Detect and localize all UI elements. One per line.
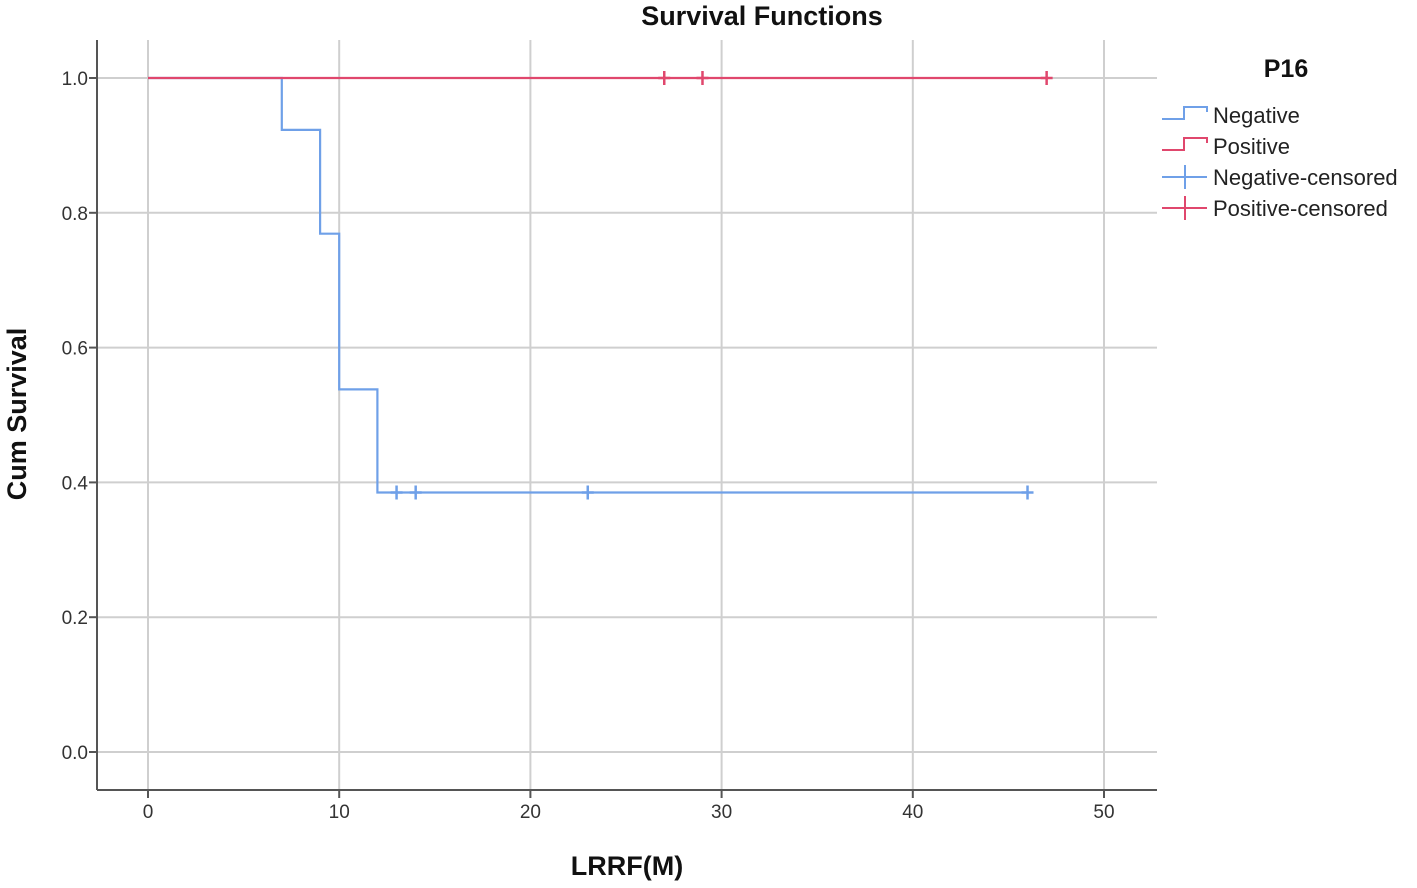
y-tick-labels: 0.0 0.2 0.4 0.6 0.8 1.0 (62, 69, 89, 764)
x-tick-label: 40 (902, 802, 923, 823)
legend-title: P16 (1264, 55, 1308, 83)
censor-marker-negative (581, 485, 594, 500)
grid-lines (97, 40, 1157, 790)
y-axis-title: Cum Survival (2, 328, 32, 501)
legend-item: Negative-censored (1162, 165, 1398, 190)
legend: P16 Negative Positive Negative-censored Pos… (1162, 55, 1398, 221)
censor-marker-negative (409, 485, 422, 500)
legend-item: Negative (1162, 103, 1300, 128)
censor-markers (390, 71, 1053, 500)
censor-marker-positive (658, 71, 671, 85)
series-negative-line (148, 76, 1028, 494)
y-tick-label: 0.0 (62, 743, 88, 764)
x-tick-labels: 0 10 20 30 40 50 (143, 802, 1115, 823)
y-tick-label: 0.2 (62, 608, 88, 629)
legend-censor-icon (1162, 196, 1207, 220)
x-tick-label: 30 (711, 802, 732, 823)
legend-label: Positive (1213, 134, 1290, 159)
chart-title: Survival Functions (641, 1, 883, 31)
x-axis-title: LRRF(M) (571, 851, 683, 881)
series-lines (148, 76, 1047, 494)
y-tick-label: 1.0 (62, 69, 88, 90)
legend-item: Positive-censored (1162, 196, 1388, 221)
x-tick-label: 20 (520, 802, 541, 823)
legend-step-icon (1162, 137, 1208, 151)
y-tick-label: 0.8 (62, 204, 88, 225)
axes (89, 40, 1157, 798)
censor-marker-positive (1040, 71, 1053, 85)
censor-marker-negative (390, 485, 403, 500)
legend-label: Negative (1213, 103, 1300, 128)
x-tick-label: 0 (143, 802, 154, 823)
y-tick-label: 0.4 (62, 473, 89, 494)
legend-step-icon (1162, 106, 1208, 120)
legend-label: Negative-censored (1213, 165, 1398, 190)
censor-marker-negative (1021, 485, 1034, 500)
legend-item: Positive (1162, 134, 1290, 159)
legend-label: Positive-censored (1213, 196, 1388, 221)
x-tick-label: 50 (1093, 802, 1114, 823)
legend-censor-icon (1162, 165, 1207, 189)
y-tick-label: 0.6 (62, 339, 88, 360)
x-tick-label: 10 (329, 802, 350, 823)
censor-marker-positive (696, 71, 709, 85)
